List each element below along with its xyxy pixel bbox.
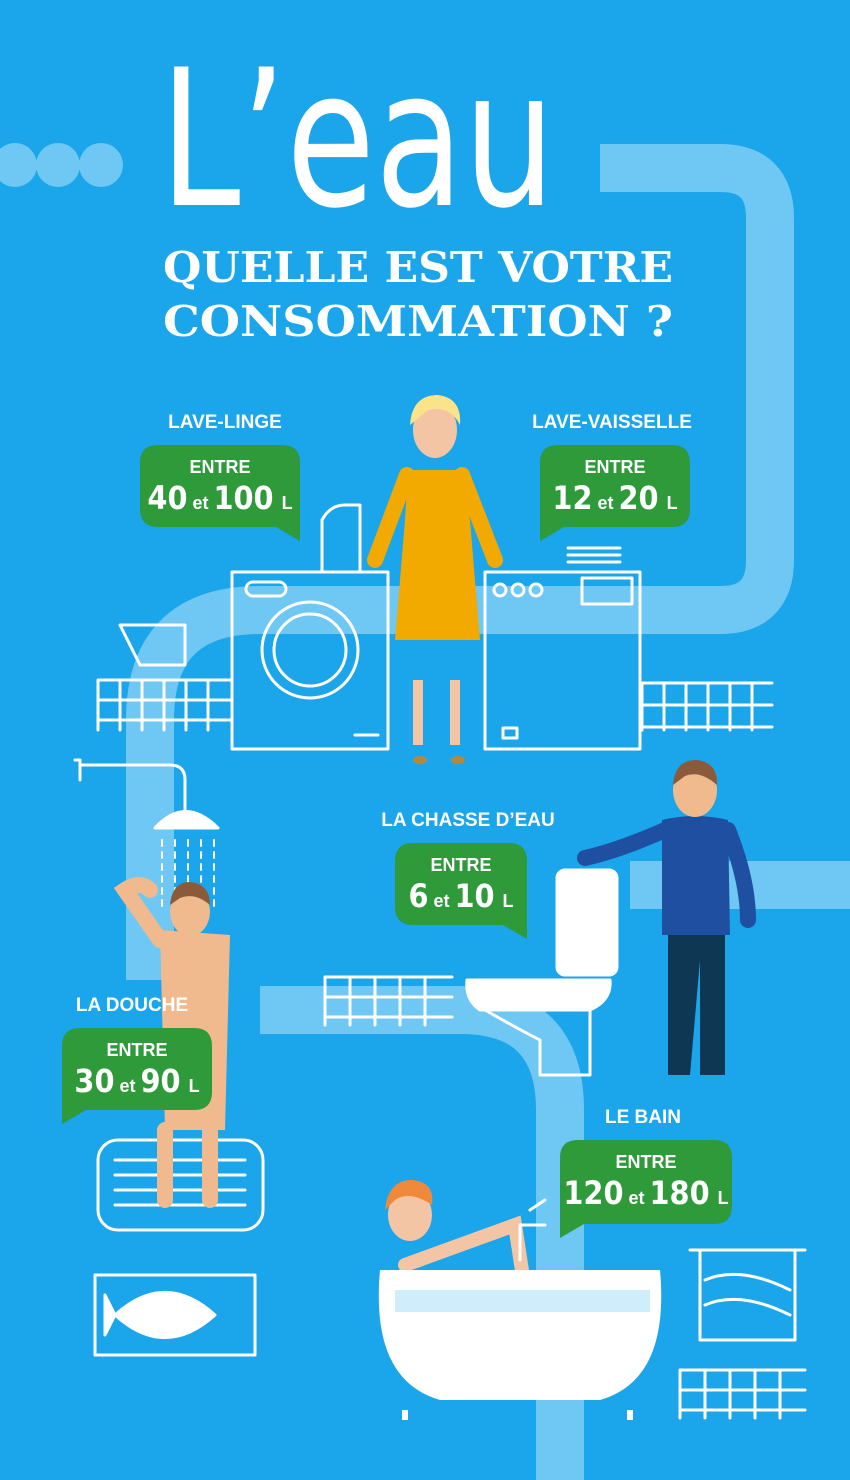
tiles (96, 678, 807, 1420)
range-min: 120 (563, 1174, 623, 1212)
woman (367, 395, 503, 764)
item-label: LAVE-LINGE (168, 412, 282, 433)
title: L’eau (160, 29, 555, 250)
range-min: 12 (552, 479, 592, 517)
from-label: ENTRE (106, 1040, 167, 1060)
from-label: ENTRE (615, 1152, 676, 1172)
range: 30 et 90 L (74, 1062, 199, 1100)
subtitle: CONSOMMATION ? (163, 297, 673, 346)
speech-bubble (540, 445, 690, 541)
range-max: 180 (650, 1174, 710, 1212)
item-label: LE BAIN (605, 1107, 681, 1128)
range-unit: L (189, 1076, 200, 1096)
range-max: 100 (213, 479, 273, 517)
washing-machine (118, 503, 390, 751)
man (577, 760, 756, 1075)
item-label: LA DOUCHE (76, 995, 188, 1016)
range-unit: L (282, 493, 293, 513)
range-joiner: et (119, 1076, 135, 1096)
range-unit: L (503, 891, 514, 911)
speech-bubble (560, 1140, 732, 1238)
range-max: 10 (454, 877, 494, 915)
range: 12 et 20 L (552, 479, 677, 517)
range-min: 40 (147, 479, 187, 517)
subtitle: QUELLE EST VOTRE (163, 243, 673, 292)
range-min: 6 (408, 877, 428, 915)
range: 40 et 100 L (147, 479, 292, 517)
speech-bubble (62, 1028, 212, 1124)
range-joiner: et (628, 1188, 644, 1208)
from-label: ENTRE (584, 457, 645, 477)
shower (73, 758, 265, 1357)
range-joiner: et (192, 493, 208, 513)
range-max: 90 (141, 1062, 181, 1100)
range: 120 et 180 L (563, 1174, 728, 1212)
bath (378, 1180, 807, 1420)
range-joiner: et (597, 493, 613, 513)
toilet (465, 868, 619, 1077)
range-joiner: et (433, 891, 449, 911)
speech-bubble (140, 445, 300, 541)
speech-bubble (395, 843, 527, 939)
item-label: LAVE-VAISSELLE (532, 412, 692, 433)
range-max: 20 (619, 479, 659, 517)
range-unit: L (718, 1188, 729, 1208)
dishwasher (483, 546, 642, 751)
range-min: 30 (74, 1062, 114, 1100)
from-label: ENTRE (189, 457, 250, 477)
item-label: LA CHASSE D’EAU (381, 810, 554, 831)
range: 6 et 10 L (408, 877, 513, 915)
range-unit: L (667, 493, 678, 513)
from-label: ENTRE (430, 855, 491, 875)
